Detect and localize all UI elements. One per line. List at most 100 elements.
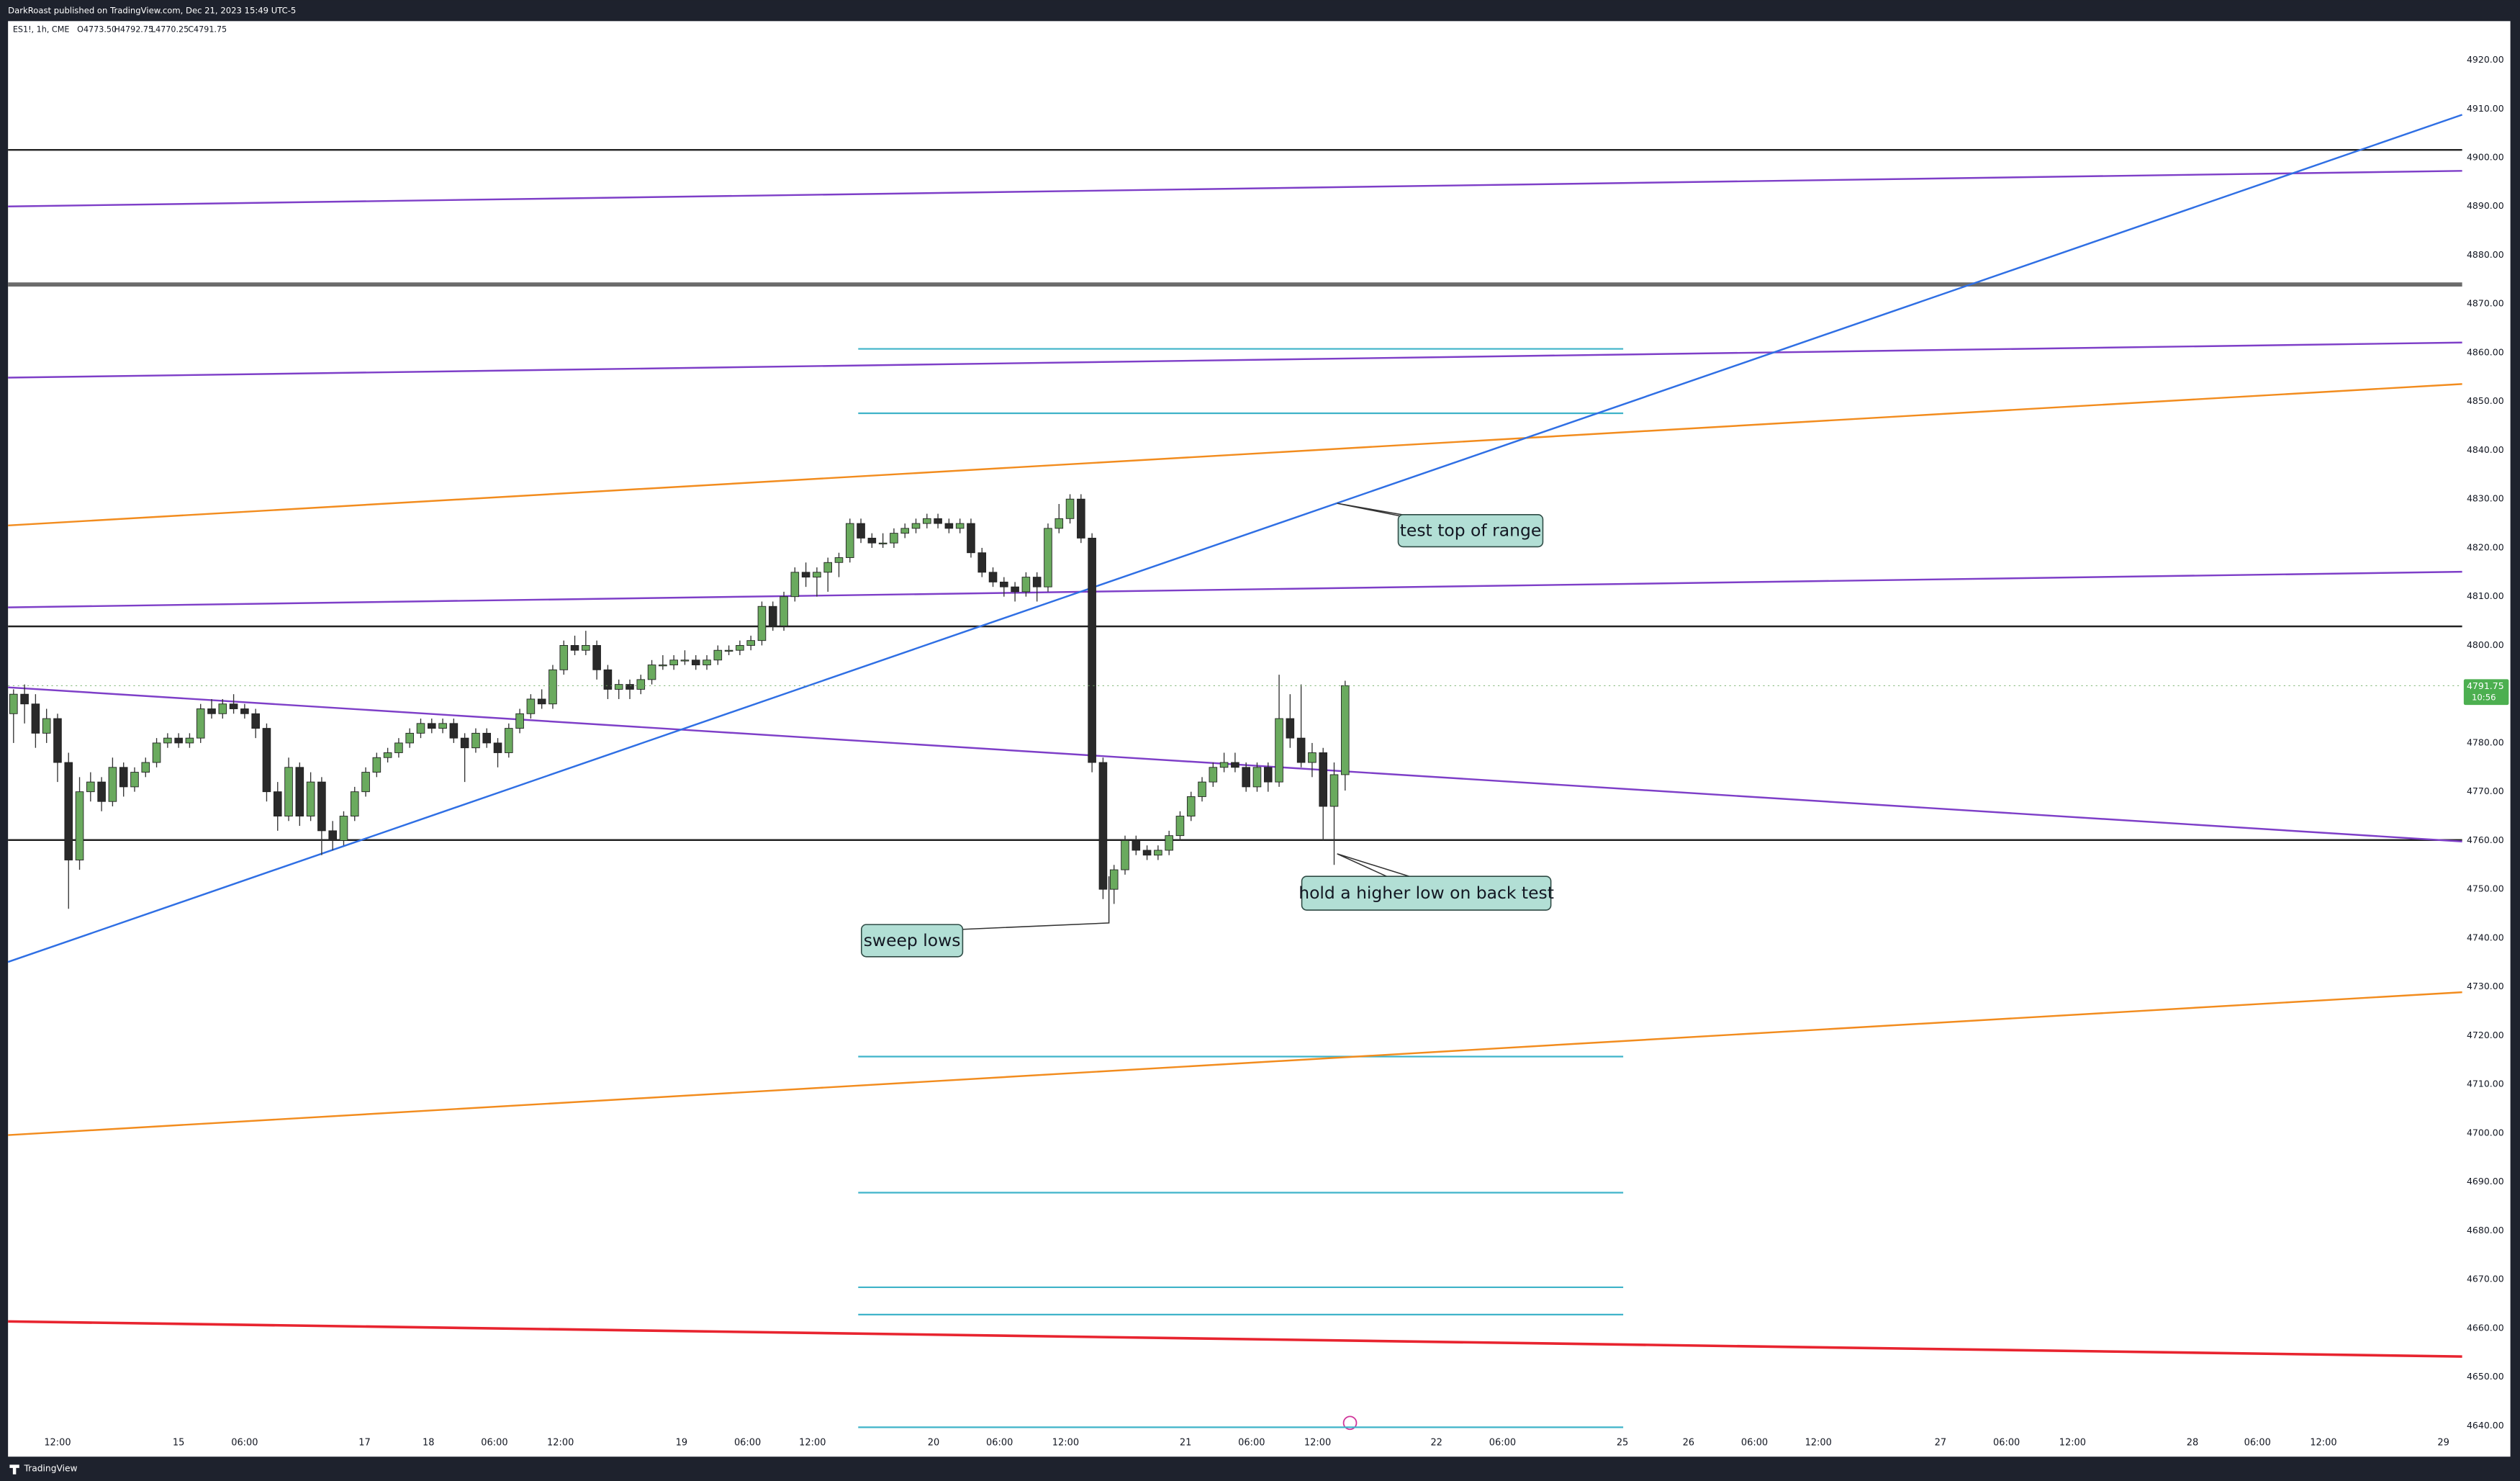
callout-pointer xyxy=(961,876,1110,930)
candle-body xyxy=(64,762,73,860)
x-tick-label: 17 xyxy=(358,1438,370,1449)
candle-body xyxy=(515,713,524,729)
callout-pointer xyxy=(1337,503,1412,517)
candle-body xyxy=(53,718,62,763)
y-tick-label: 4810.00 xyxy=(2467,590,2504,601)
candle-body xyxy=(867,537,877,544)
candle-body xyxy=(1109,869,1119,890)
candle-body xyxy=(988,572,998,582)
candle-body xyxy=(20,693,29,705)
candle-body xyxy=(141,762,150,773)
x-tick-label: 06:00 xyxy=(1238,1438,1265,1449)
candle-body xyxy=(1175,816,1185,837)
candle-body xyxy=(306,781,315,816)
y-tick-label: 4900.00 xyxy=(2467,152,2504,163)
candle-body xyxy=(526,698,536,714)
candle-body xyxy=(559,644,569,670)
candle-body xyxy=(614,684,623,690)
candle-body xyxy=(97,781,106,802)
y-tick-label: 4760.00 xyxy=(2467,834,2504,845)
ohlc-legend: H4792.75 xyxy=(114,25,154,35)
candle-body xyxy=(746,640,755,646)
x-tick-label: 26 xyxy=(1683,1438,1694,1449)
candle-body xyxy=(75,791,84,860)
candle-body xyxy=(1142,850,1152,856)
candle-body xyxy=(890,533,898,544)
candle-body xyxy=(152,742,161,763)
x-tick-label: 22 xyxy=(1430,1438,1442,1449)
y-tick-label: 4780.00 xyxy=(2467,737,2504,747)
y-tick-label: 4700.00 xyxy=(2467,1127,2504,1138)
candle-body xyxy=(626,684,634,690)
candle-body xyxy=(350,791,359,816)
x-tick-label: 12:00 xyxy=(2310,1438,2336,1449)
y-tick-label: 4640.00 xyxy=(2467,1420,2504,1431)
candle-body xyxy=(691,660,700,665)
candle-body xyxy=(438,723,447,729)
x-tick-label: 20 xyxy=(928,1438,939,1449)
candle-body xyxy=(845,523,854,558)
candle-body xyxy=(537,698,546,705)
candle-body xyxy=(724,649,733,652)
y-tick-label: 4660.00 xyxy=(2467,1322,2504,1333)
candle-body xyxy=(768,606,777,626)
candle-body xyxy=(273,791,282,816)
candle-body xyxy=(482,732,492,744)
plot-background xyxy=(8,21,2511,1457)
candle-body xyxy=(736,644,744,651)
candle-body xyxy=(505,728,513,753)
candle-body xyxy=(1121,839,1129,870)
candle-body xyxy=(31,703,40,734)
candle-body xyxy=(328,830,337,841)
candle-body xyxy=(9,693,18,714)
candle-body xyxy=(86,781,95,793)
candle-body xyxy=(647,665,656,680)
callout-text: sweep lows xyxy=(864,930,961,950)
event-icon xyxy=(1342,1415,1358,1431)
candle-body xyxy=(977,552,987,573)
candle-body xyxy=(934,518,942,524)
candle-body xyxy=(174,737,183,744)
x-tick-label: 25 xyxy=(1617,1438,1628,1449)
candle-body xyxy=(1286,718,1295,739)
trend-line xyxy=(8,570,2462,608)
candle-body xyxy=(1077,498,1085,539)
y-tick-label: 4680.00 xyxy=(2467,1225,2504,1235)
candle-body xyxy=(548,669,557,705)
trend-line xyxy=(8,383,2462,527)
candle-body xyxy=(449,723,459,739)
candle-body xyxy=(923,518,931,524)
last-price-label: 4791.75 xyxy=(2467,680,2504,691)
x-tick-label: 12:00 xyxy=(1805,1438,1832,1449)
symbol-legend: ES1!, 1h, CME xyxy=(13,25,70,35)
candle-body xyxy=(405,732,415,744)
candle-body xyxy=(1252,767,1262,788)
x-tick-label: 06:00 xyxy=(1741,1438,1768,1449)
y-tick-label: 4860.00 xyxy=(2467,346,2504,357)
candle-body xyxy=(295,767,304,816)
countdown-label: 10:56 xyxy=(2472,693,2496,703)
candle-body xyxy=(1154,850,1162,856)
x-tick-label: 06:00 xyxy=(734,1438,761,1449)
x-tick-label: 19 xyxy=(676,1438,687,1449)
x-tick-label: 28 xyxy=(2187,1438,2198,1449)
y-tick-label: 4800.00 xyxy=(2467,639,2504,650)
candle-body xyxy=(834,557,844,563)
x-tick-label: 12:00 xyxy=(1304,1438,1331,1449)
x-tick-label: 12:00 xyxy=(1052,1438,1079,1449)
candle-body xyxy=(801,572,810,578)
candle-body xyxy=(757,606,767,642)
x-tick-label: 06:00 xyxy=(986,1438,1013,1449)
candle-body xyxy=(1242,767,1250,788)
candle-body xyxy=(1032,577,1042,588)
candle-body xyxy=(1319,752,1328,807)
candle-body xyxy=(1132,839,1141,851)
y-tick-label: 4720.00 xyxy=(2467,1030,2504,1040)
candle-body xyxy=(1275,718,1283,783)
candle-body xyxy=(780,596,788,626)
candle-body xyxy=(1088,537,1096,763)
candle-body xyxy=(460,737,469,749)
trend-line xyxy=(8,170,2462,207)
candle-body xyxy=(1219,762,1229,768)
